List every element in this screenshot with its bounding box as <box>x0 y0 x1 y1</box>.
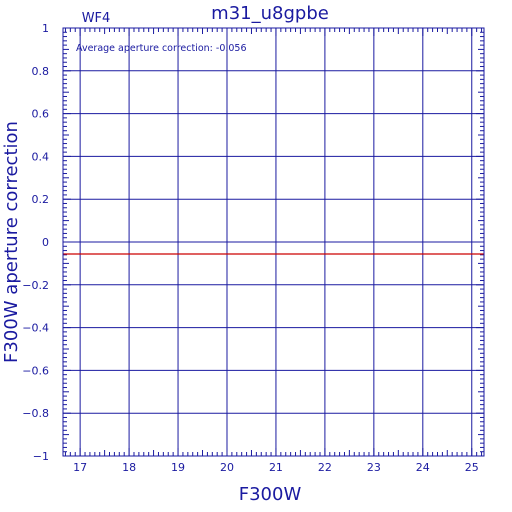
x-tick-label: 21 <box>269 461 283 474</box>
x-axis-label: F300W <box>239 484 302 505</box>
y-tick-label: −0.8 <box>22 407 49 420</box>
x-tick-label: 20 <box>220 461 234 474</box>
annotation: Average aperture correction: -0.056 <box>76 43 247 54</box>
y-tick-label: 0.8 <box>32 65 50 78</box>
y-tick-label: −0.4 <box>22 322 49 335</box>
chart-title: m31_u8gpbe <box>211 3 329 24</box>
chart-subtitle: WF4 <box>82 11 111 26</box>
y-tick-label: −1 <box>33 450 49 463</box>
grid-lines <box>63 27 484 457</box>
x-tick-label: 18 <box>122 461 136 474</box>
tick-marks <box>63 27 484 457</box>
x-tick-label: 19 <box>171 461 185 474</box>
x-tick-label: 24 <box>416 461 430 474</box>
y-tick-label: 0 <box>42 236 49 249</box>
y-tick-label: 0.2 <box>32 193 50 206</box>
x-tick-label: 22 <box>318 461 332 474</box>
x-tick-label: 23 <box>367 461 381 474</box>
y-tick-label: 0.6 <box>32 108 50 121</box>
x-tick-label: 25 <box>465 461 479 474</box>
y-tick-label: −0.6 <box>22 364 49 377</box>
y-tick-label: 1 <box>42 22 49 35</box>
y-tick-label: 0.4 <box>32 150 50 163</box>
x-tick-label: 17 <box>73 461 87 474</box>
plot-frame <box>62 27 485 457</box>
y-tick-label: −0.2 <box>22 279 49 292</box>
y-axis-label: F300W aperture correction <box>1 121 22 363</box>
tick-labels: 17 18 19 20 21 22 23 24 25 1 0.8 0.6 0.4 0.2 0 −0.2 −0.4… <box>22 22 478 474</box>
